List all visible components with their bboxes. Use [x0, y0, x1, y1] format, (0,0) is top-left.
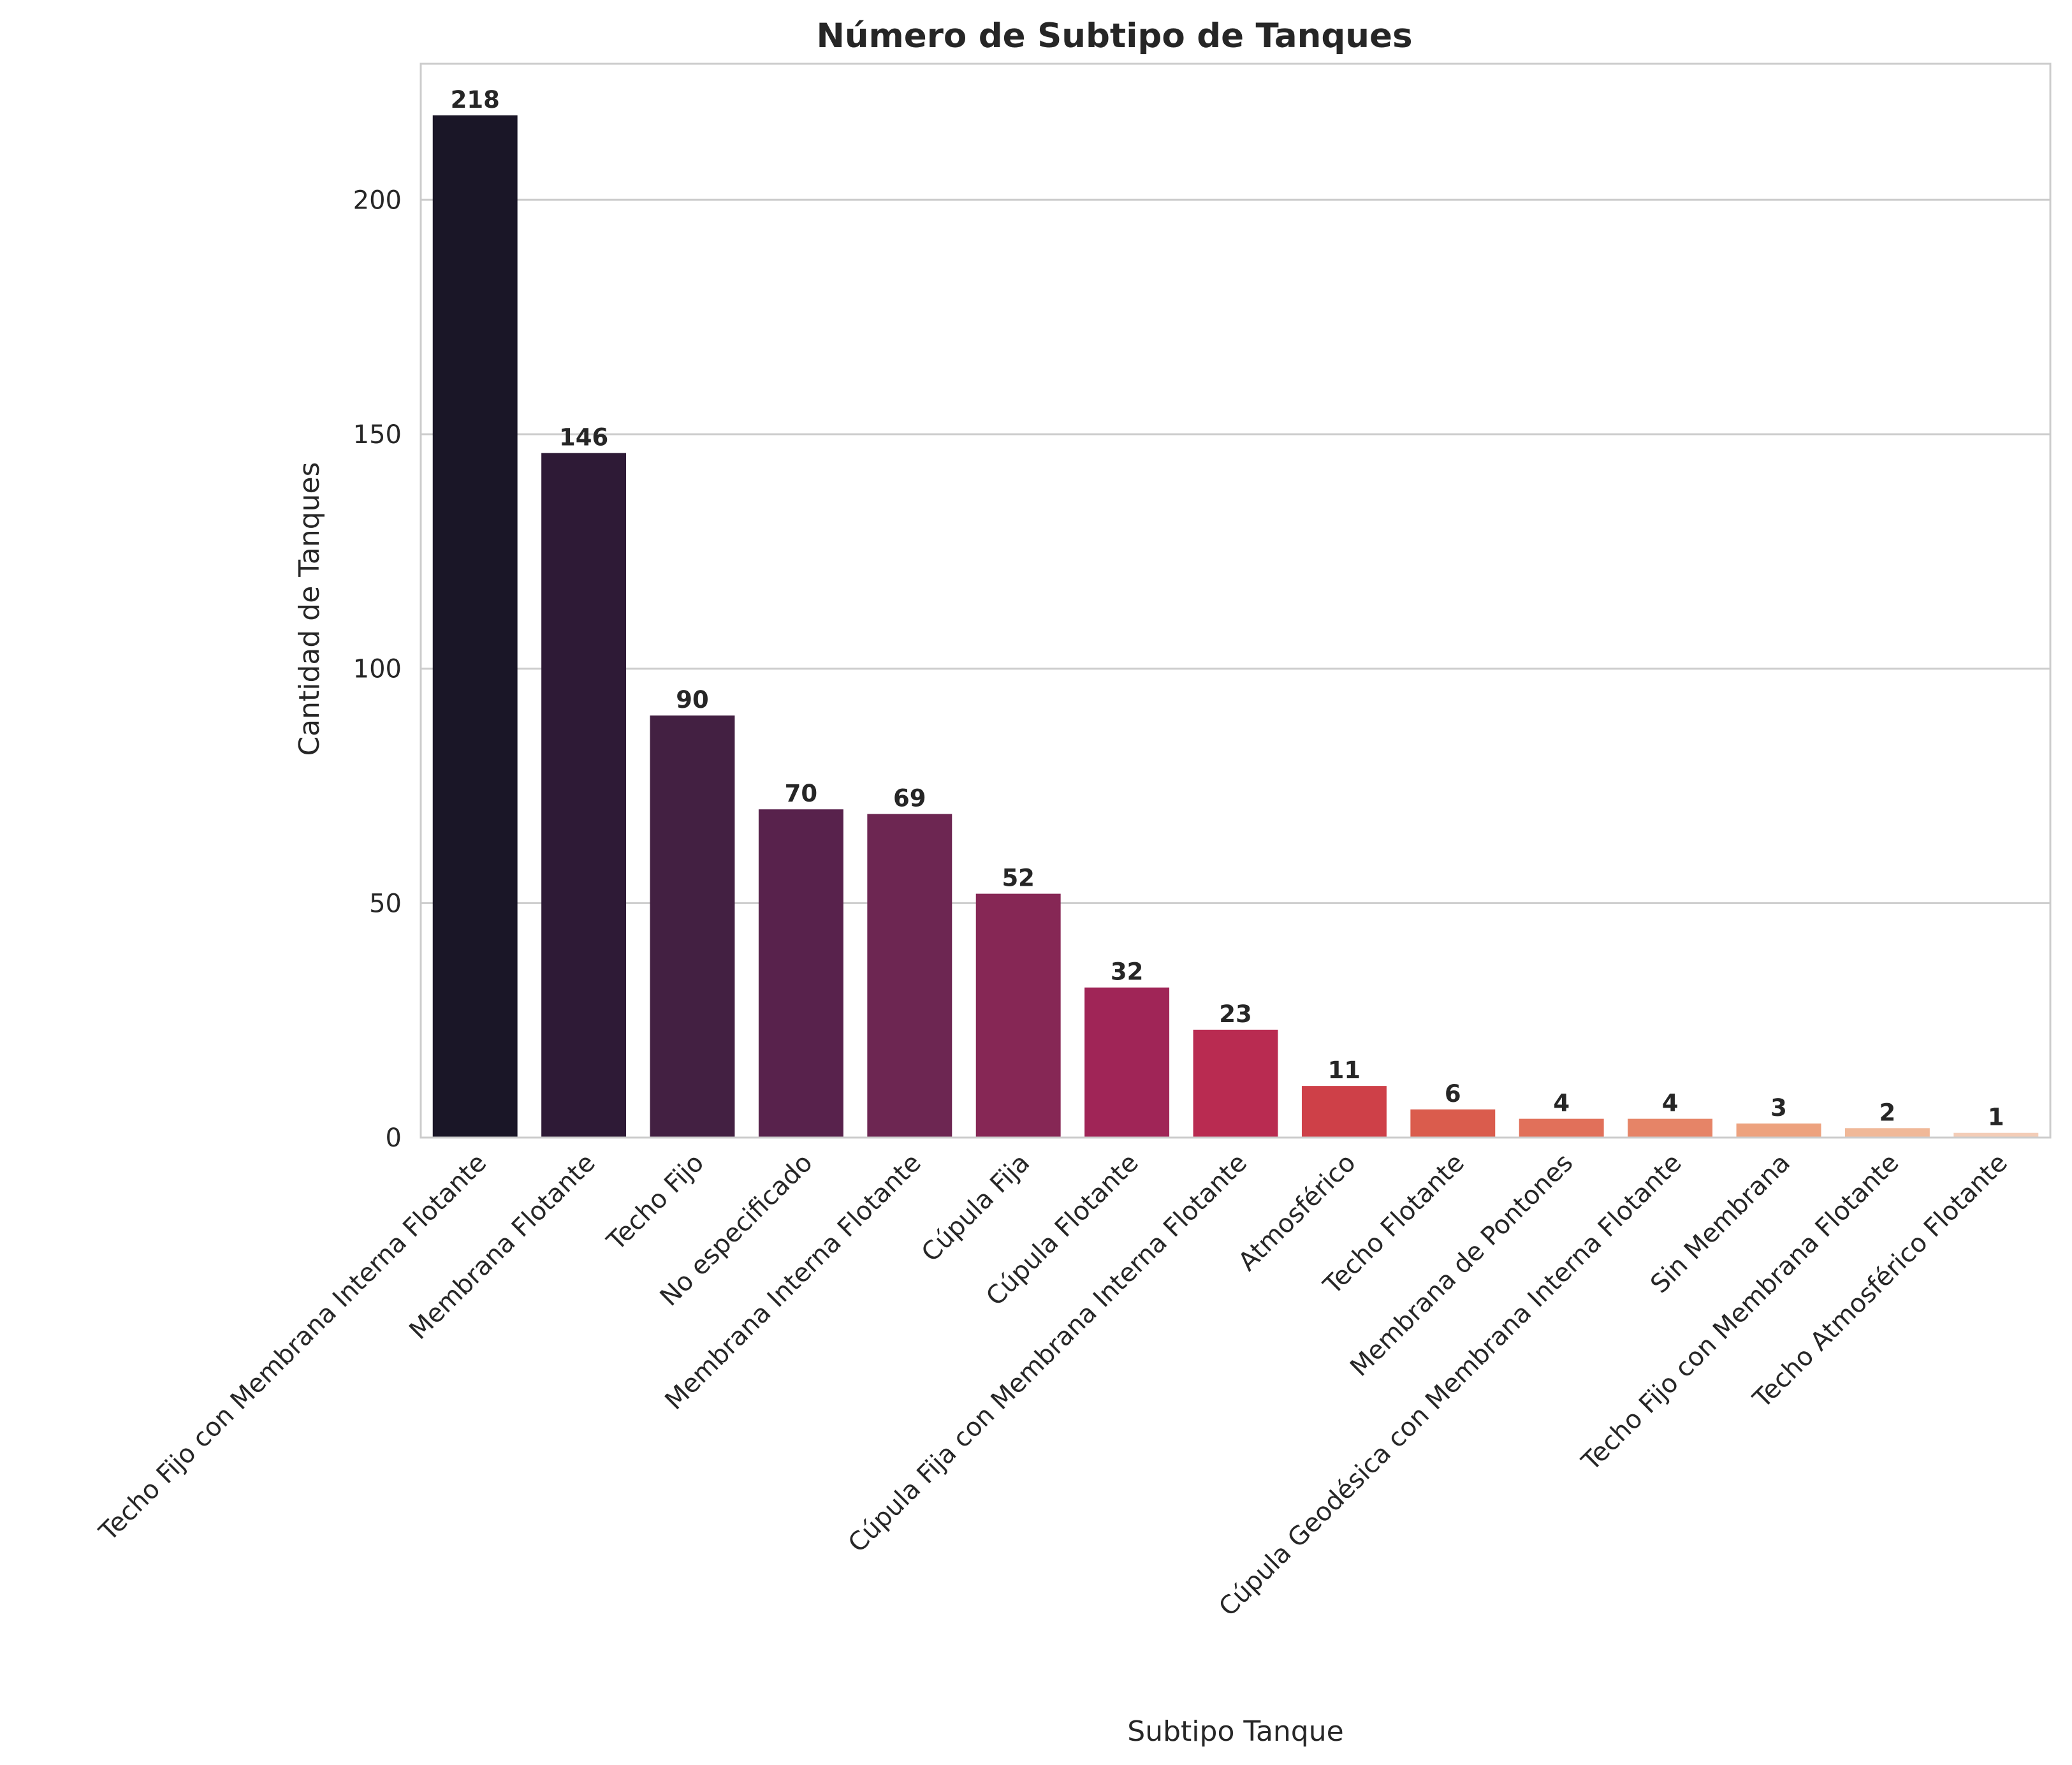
- x-tick-label: Cúpula Fija con Membrana Interna Flotant…: [843, 1148, 1253, 1558]
- bar-value-label: 146: [559, 423, 608, 451]
- bar-value-label: 32: [1111, 958, 1144, 986]
- bar: [1084, 987, 1170, 1138]
- bar-value-label: 4: [1553, 1090, 1570, 1117]
- bar: [975, 893, 1061, 1138]
- x-axis-label: Subtipo Tanque: [1127, 1715, 1343, 1748]
- bar: [541, 453, 627, 1138]
- bar-value-label: 90: [676, 686, 709, 714]
- y-tick-label: 100: [353, 655, 402, 684]
- bar: [1301, 1086, 1387, 1138]
- y-tick-label: 0: [386, 1124, 402, 1153]
- y-tick-label: 200: [353, 186, 402, 215]
- bar-value-label: 4: [1662, 1090, 1679, 1117]
- x-tick-label: Membrana de Pontones: [1345, 1148, 1579, 1382]
- bar-value-label: 218: [451, 86, 500, 114]
- bar: [1736, 1123, 1821, 1138]
- bar-value-label: 69: [893, 785, 926, 812]
- y-ticks: 0 50 100 150 200: [353, 186, 402, 1153]
- bar-value-label: 23: [1219, 1000, 1252, 1028]
- bar: [650, 715, 735, 1138]
- bar: [1628, 1118, 1713, 1138]
- bar-value-label: 6: [1445, 1080, 1461, 1108]
- x-tick-label: Cúpula Fija: [916, 1148, 1036, 1268]
- bar-value-label: 70: [785, 780, 818, 807]
- bar: [867, 814, 952, 1138]
- chart-title: Número de Subtipo de Tanques: [816, 17, 1412, 55]
- x-ticks: Techo Fijo con Membrana Interna Flotante…: [93, 1148, 2013, 1622]
- bar-value-label: 2: [1879, 1099, 1896, 1126]
- y-axis-label: Cantidad de Tanques: [293, 462, 326, 756]
- bar: [1410, 1109, 1496, 1138]
- bar: [1193, 1029, 1278, 1138]
- bars: [432, 115, 2039, 1138]
- y-tick-label: 150: [353, 420, 402, 450]
- bar: [1844, 1128, 1930, 1138]
- bar-value-label: 11: [1328, 1057, 1361, 1084]
- bar: [1519, 1118, 1604, 1138]
- y-tick-label: 50: [369, 889, 402, 918]
- bar: [1953, 1132, 2039, 1138]
- bar-value-label: 3: [1770, 1094, 1787, 1122]
- x-tick-label: Membrana Flotante: [404, 1148, 601, 1345]
- bar: [758, 809, 843, 1138]
- bar-value-label: 52: [1002, 865, 1035, 892]
- x-tick-label: Techo Fijo: [601, 1148, 710, 1257]
- plot-border: [420, 62, 2052, 1139]
- bar: [432, 115, 518, 1138]
- bar-value-label: 1: [1988, 1104, 2004, 1131]
- x-tick-label: Techo Fijo con Membrana Interna Flotante: [93, 1148, 492, 1548]
- plot-frame: [420, 62, 2052, 1139]
